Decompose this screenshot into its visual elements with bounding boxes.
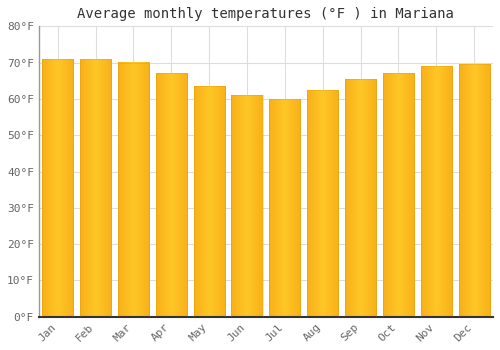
Bar [270, 99, 300, 317]
Bar [383, 74, 414, 317]
Bar [307, 90, 338, 317]
Bar [42, 59, 74, 317]
Bar [345, 79, 376, 317]
Bar [80, 59, 111, 317]
Bar [458, 64, 490, 317]
Bar [194, 86, 224, 317]
Bar [421, 66, 452, 317]
Title: Average monthly temperatures (°F ) in Mariana: Average monthly temperatures (°F ) in Ma… [78, 7, 454, 21]
Bar [232, 95, 262, 317]
Bar [156, 74, 187, 317]
Bar [118, 63, 149, 317]
